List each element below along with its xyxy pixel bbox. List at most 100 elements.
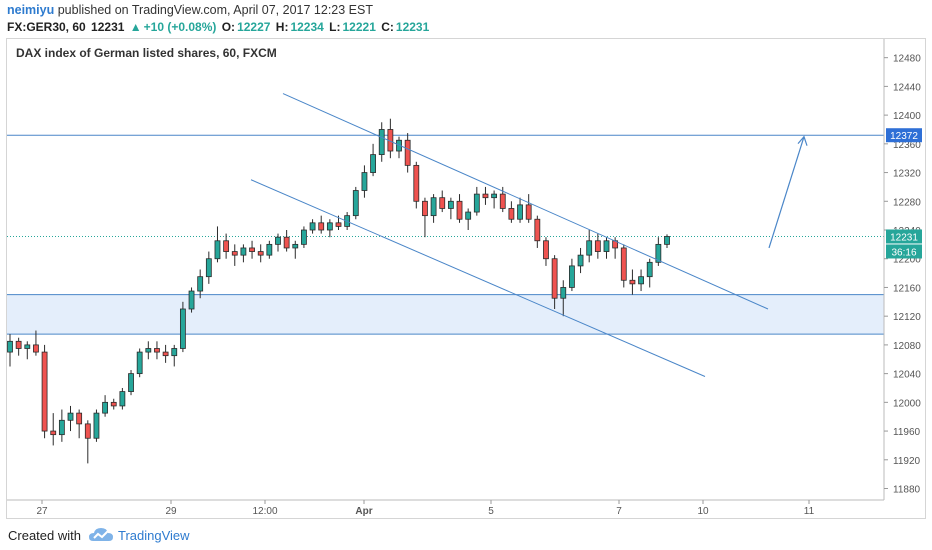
candle-body <box>577 254 584 267</box>
candle-body <box>560 287 567 299</box>
candle-body <box>214 240 221 260</box>
x-tick-label: 5 <box>488 506 494 517</box>
author-link[interactable]: neimiyu <box>7 3 55 17</box>
x-tick-label: 7 <box>616 506 622 517</box>
candle-body <box>197 276 204 292</box>
chart-title: DAX index of German listed shares, 60, F… <box>16 46 277 60</box>
candle-body <box>439 197 446 209</box>
candle-body <box>171 348 178 357</box>
candle-body <box>301 229 307 245</box>
candle-body <box>15 340 22 349</box>
y-tick-label: 12040 <box>893 370 921 381</box>
candle-body <box>447 200 454 209</box>
candle-body <box>205 258 212 278</box>
candle-body <box>231 251 238 256</box>
candle-body <box>517 204 523 220</box>
y-tick-label: 11880 <box>893 485 921 496</box>
tradingview-cloud-icon[interactable] <box>88 526 114 544</box>
high-label: H: <box>275 20 289 34</box>
candle-body <box>508 208 515 220</box>
y-tick-label: 12080 <box>893 341 921 352</box>
y-tick-label: 12360 <box>893 140 921 151</box>
candle-body <box>404 139 411 166</box>
candle-body <box>41 351 48 432</box>
x-tick-label: Apr <box>355 506 372 517</box>
symbol-label: FX:GER30, 60 <box>7 20 86 34</box>
candle-body <box>534 218 541 242</box>
y-tick-label: 12480 <box>893 54 921 65</box>
candle-body <box>370 154 376 173</box>
candle-body <box>249 247 255 252</box>
created-with-label: Created with <box>8 528 81 543</box>
candle-body <box>430 197 437 217</box>
candle-body <box>318 222 325 231</box>
up-arrow-icon: ▲ <box>129 20 142 34</box>
tradingview-link[interactable]: TradingView <box>118 528 190 543</box>
candle-body <box>309 222 316 231</box>
upper-channel-line[interactable] <box>282 93 769 310</box>
candle-body <box>154 348 160 353</box>
high-value: 12234 <box>290 20 324 34</box>
candle-body <box>413 164 420 202</box>
y-tick-label: 12280 <box>893 197 921 208</box>
support-zone[interactable] <box>7 294 884 335</box>
x-tick-label: 12:00 <box>252 506 277 517</box>
candle-body <box>620 247 627 281</box>
candle-body <box>326 222 333 231</box>
candle-body <box>456 200 463 220</box>
lower-channel-line[interactable] <box>250 179 706 377</box>
candle-body <box>569 265 575 288</box>
y-tick-label: 12440 <box>893 82 921 93</box>
candle-body <box>638 276 644 285</box>
candle-body <box>465 211 472 220</box>
x-tick-label: 27 <box>36 506 48 517</box>
candle-body <box>240 247 247 256</box>
candle-body <box>525 204 532 220</box>
x-tick-label: 29 <box>165 506 177 517</box>
y-tick-label: 11960 <box>893 427 921 438</box>
candle-body <box>119 391 126 407</box>
bar-countdown-label: 36:16 <box>891 247 916 258</box>
candle-body <box>646 261 653 278</box>
y-tick-label: 12400 <box>893 111 921 122</box>
candle-body <box>491 193 498 199</box>
open-label: O: <box>221 20 236 34</box>
candle-body <box>275 236 281 245</box>
candle-body <box>50 430 57 436</box>
candle-body <box>145 348 152 353</box>
candle-body <box>283 236 290 249</box>
low-label: L: <box>329 20 341 34</box>
candle-body <box>84 423 91 439</box>
candle-body <box>292 243 299 249</box>
countdown-badge <box>886 244 922 259</box>
y-tick-label: 12000 <box>893 398 921 409</box>
footer: Created with TradingView <box>0 520 932 550</box>
y-tick-label: 11920 <box>893 456 921 467</box>
chart-frame[interactable] <box>6 38 926 519</box>
candle-body <box>58 419 65 436</box>
candle-body <box>162 351 169 357</box>
close-value: 12231 <box>395 20 430 34</box>
projection-arrow[interactable] <box>768 136 805 249</box>
ohlc-line: FX:GER30, 60 12231 ▲ +10 (+0.08%) O: 12227… <box>7 19 927 36</box>
candle-body <box>664 236 670 245</box>
low-value: 12221 <box>342 20 376 34</box>
arrow-head-icon <box>797 135 808 146</box>
candle-body <box>33 344 39 353</box>
candle-body <box>655 243 662 263</box>
price-change: +10 (+0.08%) <box>143 20 217 34</box>
candle-body <box>422 200 428 217</box>
candle-body <box>499 193 506 209</box>
candle-body <box>110 401 117 407</box>
candle-body <box>266 243 273 256</box>
x-tick-label: 11 <box>804 506 815 517</box>
candle-body <box>361 172 368 191</box>
candle-body <box>551 258 558 299</box>
candle-body <box>76 412 83 425</box>
candle-body <box>603 240 610 252</box>
candle-body <box>179 308 186 349</box>
candle-body <box>335 222 342 227</box>
y-tick-label: 12160 <box>893 283 921 294</box>
publish-info: published on TradingView.com, April 07, … <box>54 3 373 17</box>
